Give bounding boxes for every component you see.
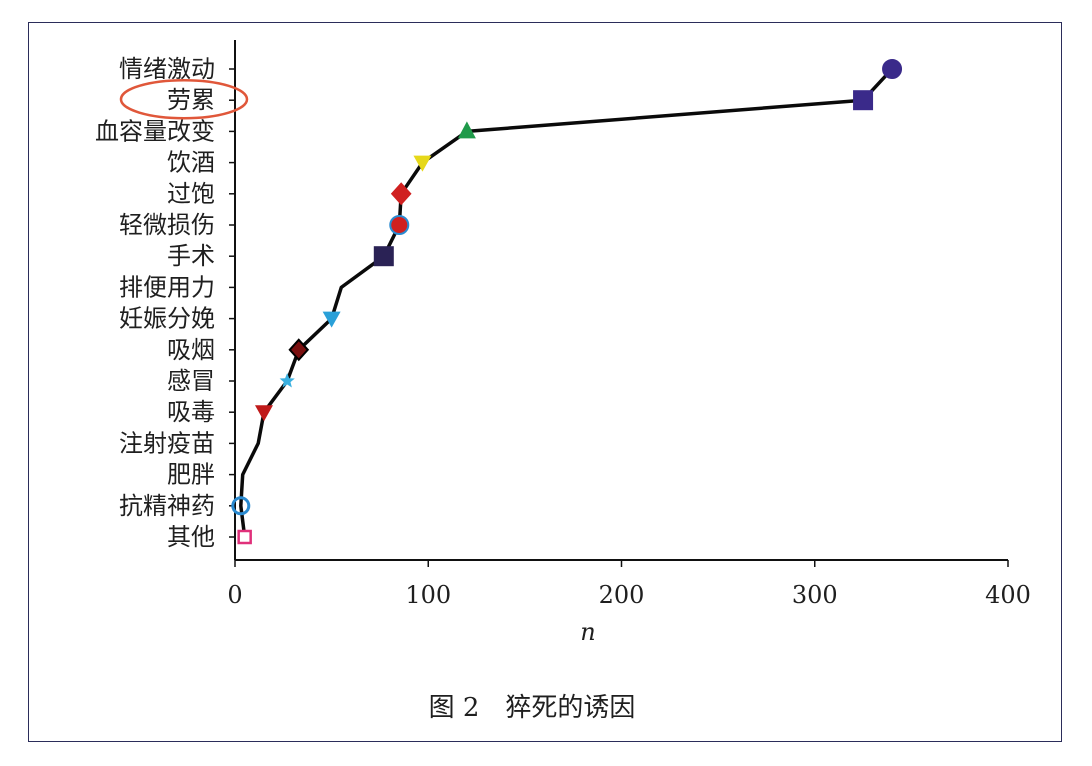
x-tick-label: 100 bbox=[405, 581, 451, 609]
figure-caption: 图 2 猝死的诱因 bbox=[429, 693, 636, 723]
y-tick-label: 感冒 bbox=[167, 367, 215, 395]
y-tick-label: 饮酒 bbox=[167, 149, 215, 177]
data-point-marker bbox=[853, 90, 874, 111]
data-point-marker bbox=[288, 338, 310, 362]
y-tick-label: 抗精神药 bbox=[119, 492, 215, 520]
y-tick-label: 吸毒 bbox=[167, 398, 215, 426]
series-line-group bbox=[239, 67, 894, 539]
data-point-marker bbox=[413, 155, 432, 172]
y-tick-label: 注射疫苗 bbox=[119, 429, 215, 457]
y-tick-labels: 情绪激动劳累血容量改变饮酒过饱轻微损伤手术排便用力妊娠分娩吸烟感冒吸毒注射疫苗肥… bbox=[95, 55, 215, 551]
marker-group bbox=[231, 59, 903, 545]
x-axis-label: n bbox=[580, 618, 595, 646]
data-point-marker bbox=[279, 373, 295, 388]
y-tick-label: 轻微损伤 bbox=[119, 211, 215, 239]
y-tick-label: 肥胖 bbox=[167, 461, 215, 489]
y-tick-label: 手术 bbox=[167, 242, 215, 270]
y-tick-label: 其他 bbox=[167, 523, 215, 551]
data-point-marker bbox=[237, 529, 252, 545]
x-tick-labels: 0 100 200 300 400 bbox=[227, 581, 1031, 609]
x-tick-label: 200 bbox=[599, 581, 645, 609]
data-point-marker bbox=[231, 496, 251, 516]
series-line bbox=[239, 67, 894, 539]
x-tick-label: 300 bbox=[792, 581, 838, 609]
y-tick-label: 吸烟 bbox=[167, 336, 215, 364]
axes bbox=[229, 40, 1009, 567]
data-point-marker bbox=[254, 405, 273, 422]
y-tick-label: 过饱 bbox=[167, 180, 215, 208]
y-tick-label: 妊娠分娩 bbox=[119, 305, 215, 333]
highlight-ellipse bbox=[119, 78, 249, 120]
data-point-marker bbox=[322, 311, 341, 328]
y-tick-label: 情绪激动 bbox=[119, 55, 215, 83]
x-tick-label: 0 bbox=[227, 581, 242, 609]
y-tick-label: 血容量改变 bbox=[95, 117, 215, 145]
x-tick-label: 400 bbox=[985, 581, 1031, 609]
data-point-marker bbox=[390, 182, 412, 206]
y-tick-label: 劳累 bbox=[167, 86, 215, 114]
data-point-marker bbox=[389, 215, 410, 235]
annotation-group bbox=[119, 78, 249, 120]
data-point-marker bbox=[882, 59, 903, 79]
y-tick-label: 排便用力 bbox=[119, 273, 215, 301]
data-point-marker bbox=[373, 246, 394, 267]
data-point-marker bbox=[457, 121, 476, 139]
figure-frame bbox=[28, 22, 1062, 742]
